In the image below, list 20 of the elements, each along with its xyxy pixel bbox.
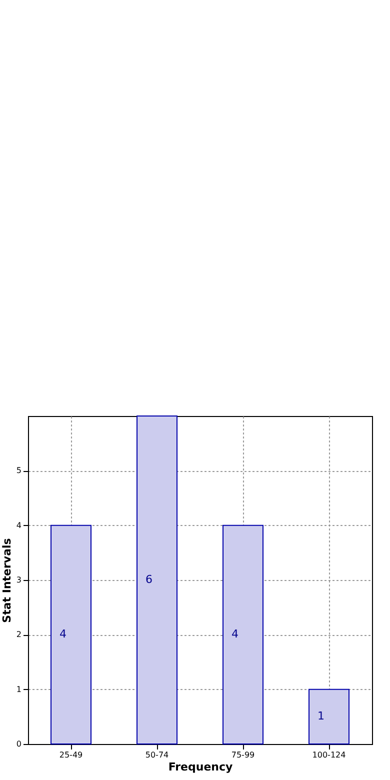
y-tick-label: 1 bbox=[16, 684, 22, 694]
data-label: 4 bbox=[232, 628, 238, 641]
data-label: 6 bbox=[146, 573, 152, 586]
y-tick-label: 4 bbox=[16, 520, 22, 530]
bar bbox=[50, 524, 92, 744]
bar bbox=[222, 524, 264, 744]
x-tick-label: 25-49 bbox=[59, 750, 83, 760]
bar bbox=[136, 416, 178, 744]
y-axis-title: Stat Intervals bbox=[0, 538, 14, 623]
x-tick-label: 100-124 bbox=[312, 750, 346, 760]
y-tick-label: 5 bbox=[16, 466, 22, 476]
x-axis-title: Frequency bbox=[168, 760, 233, 774]
x-tick-label: 50-74 bbox=[145, 750, 169, 760]
data-label: 1 bbox=[318, 710, 324, 723]
y-tick-label: 0 bbox=[16, 740, 22, 748]
y-tick-label: 2 bbox=[16, 630, 22, 640]
bar bbox=[308, 688, 350, 744]
data-label: 4 bbox=[60, 628, 66, 641]
x-tick-label: 75-99 bbox=[231, 750, 255, 760]
y-tick-label: 3 bbox=[16, 576, 22, 584]
